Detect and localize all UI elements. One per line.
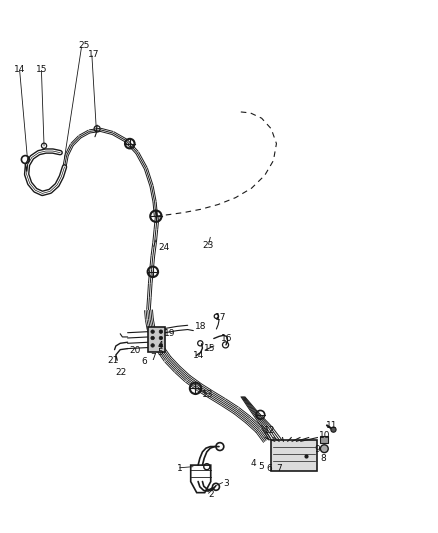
Text: 21: 21: [108, 356, 119, 365]
Text: 6: 6: [141, 357, 147, 366]
Text: 7: 7: [150, 353, 156, 362]
FancyBboxPatch shape: [271, 440, 317, 471]
Text: 25: 25: [78, 41, 89, 50]
Text: 5: 5: [157, 348, 163, 357]
FancyBboxPatch shape: [148, 327, 165, 352]
Text: 12: 12: [264, 426, 276, 435]
Circle shape: [159, 336, 162, 340]
Circle shape: [151, 344, 154, 347]
Text: 2: 2: [208, 490, 214, 499]
Text: 14: 14: [14, 65, 26, 74]
Circle shape: [159, 330, 162, 333]
Text: 14: 14: [193, 351, 204, 360]
Text: 7: 7: [276, 464, 282, 473]
FancyBboxPatch shape: [320, 436, 328, 443]
Text: 10: 10: [319, 432, 331, 440]
Text: 3: 3: [223, 479, 229, 488]
Text: 6: 6: [267, 464, 272, 473]
Text: 15: 15: [204, 344, 215, 352]
Text: 20: 20: [129, 346, 141, 354]
Text: 1: 1: [177, 464, 183, 473]
Circle shape: [151, 330, 154, 333]
Text: 19: 19: [164, 329, 176, 338]
Text: 17: 17: [88, 50, 100, 59]
Text: 11: 11: [326, 421, 338, 430]
Circle shape: [159, 344, 162, 347]
Text: 13: 13: [201, 390, 213, 399]
Circle shape: [321, 445, 328, 453]
Text: 23: 23: [202, 241, 214, 250]
Text: 8: 8: [320, 454, 326, 463]
Circle shape: [331, 427, 336, 432]
Text: 17: 17: [215, 313, 226, 322]
Text: 9: 9: [314, 445, 320, 454]
Text: 4: 4: [157, 342, 163, 350]
Text: 22: 22: [116, 368, 127, 377]
Text: 24: 24: [158, 243, 170, 252]
Circle shape: [151, 336, 154, 340]
Text: 16: 16: [221, 334, 232, 343]
Text: 15: 15: [36, 65, 48, 74]
Text: 4: 4: [251, 459, 256, 468]
Text: 5: 5: [258, 462, 264, 471]
Text: 18: 18: [194, 322, 206, 332]
